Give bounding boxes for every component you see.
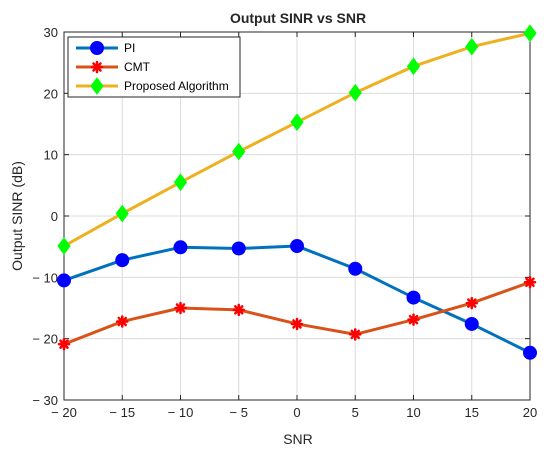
x-tick-label: 15 bbox=[465, 405, 479, 420]
series-pi bbox=[57, 239, 537, 360]
data-point-cmt bbox=[349, 328, 362, 341]
data-point-pi bbox=[290, 239, 304, 254]
x-axis-label: SNR bbox=[283, 431, 313, 447]
data-point-cmt bbox=[407, 313, 420, 326]
legend-marker-cmt bbox=[90, 60, 104, 74]
data-point-proposed-algorithm bbox=[290, 113, 304, 131]
data-point-proposed-algorithm bbox=[57, 237, 71, 255]
legend: PI CMT Proposed Algorithm bbox=[67, 36, 241, 98]
data-point-proposed-algorithm bbox=[523, 24, 537, 43]
x-tick-label: 0 bbox=[293, 405, 300, 420]
data-point-cmt bbox=[174, 301, 187, 315]
legend-label-pi: PI bbox=[124, 41, 135, 55]
data-point-pi bbox=[57, 273, 71, 288]
y-tick-label: 20 bbox=[44, 86, 58, 101]
x-tick-label: − 20 bbox=[51, 405, 77, 420]
y-tick-label: 30 bbox=[44, 25, 58, 40]
y-axis-label: Output SINR (dB) bbox=[9, 161, 25, 271]
data-point-cmt bbox=[116, 315, 129, 328]
x-tick-label: − 10 bbox=[168, 405, 194, 420]
chart-title: Output SINR vs SNR bbox=[230, 10, 366, 26]
data-series bbox=[57, 24, 537, 360]
data-point-proposed-algorithm bbox=[232, 142, 246, 161]
data-point-cmt bbox=[523, 275, 537, 289]
x-tick-label: 10 bbox=[406, 405, 420, 420]
legend-marker-pi bbox=[90, 41, 104, 55]
data-point-proposed-algorithm bbox=[115, 204, 129, 223]
data-point-cmt bbox=[232, 303, 245, 317]
x-tick-label: 20 bbox=[523, 405, 537, 420]
x-tick-label: 5 bbox=[352, 405, 359, 420]
y-tick-label: 10 bbox=[44, 148, 58, 163]
data-point-cmt bbox=[290, 317, 304, 331]
axis-ticks: − 20− 15− 10− 5 0 5 10 15 20− 30− 20− 1001020… bbox=[32, 25, 537, 420]
legend-marker-proposed-algorithm bbox=[90, 77, 104, 95]
y-tick-label: 0 bbox=[51, 209, 58, 224]
y-tick-label: − 20 bbox=[32, 332, 58, 347]
data-point-proposed-algorithm bbox=[465, 37, 479, 56]
data-point-pi bbox=[523, 345, 537, 360]
data-point-pi bbox=[464, 316, 479, 331]
data-point-proposed-algorithm bbox=[348, 83, 362, 102]
series-cmt bbox=[57, 275, 537, 351]
data-point-pi bbox=[348, 261, 363, 276]
data-point-pi bbox=[173, 240, 188, 255]
data-point-pi bbox=[115, 253, 130, 268]
data-point-proposed-algorithm bbox=[173, 173, 188, 192]
y-tick-label: − 10 bbox=[32, 270, 58, 285]
data-point-pi bbox=[406, 290, 421, 305]
data-point-cmt bbox=[57, 337, 71, 351]
legend-label-proposed-algorithm: Proposed Algorithm bbox=[124, 79, 229, 93]
data-point-pi bbox=[231, 241, 246, 256]
y-tick-label: − 30 bbox=[32, 393, 58, 408]
x-tick-label: − 15 bbox=[109, 405, 135, 420]
x-tick-label: − 5 bbox=[230, 405, 248, 420]
legend-label-cmt: CMT bbox=[124, 60, 151, 74]
series-proposed-algorithm bbox=[57, 24, 537, 255]
data-point-cmt bbox=[465, 296, 478, 310]
data-point-proposed-algorithm bbox=[406, 57, 421, 76]
